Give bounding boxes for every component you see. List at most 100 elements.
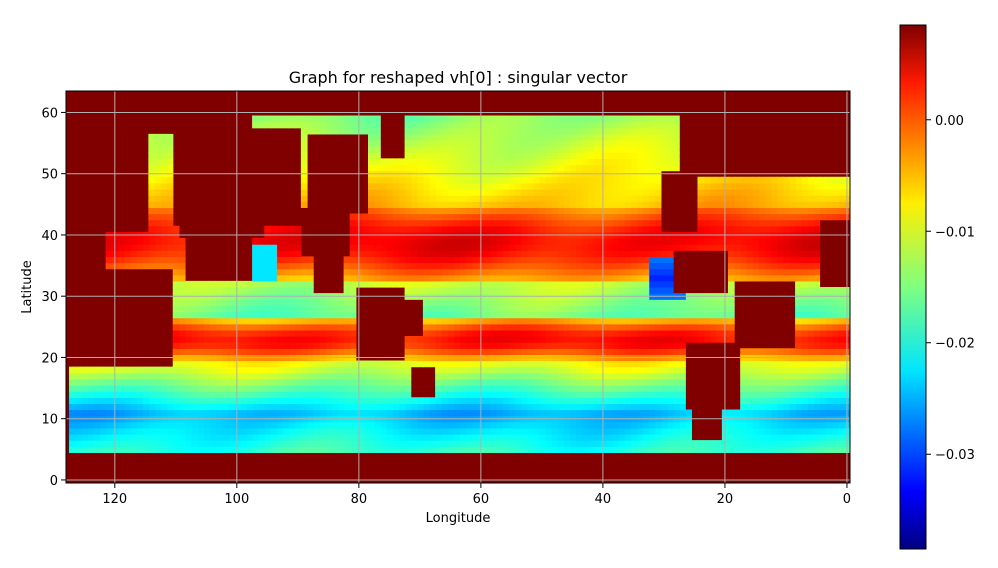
heatmap-cell	[764, 201, 772, 208]
heatmap-cell	[636, 176, 644, 184]
heatmap-cell	[178, 305, 186, 313]
heatmap-cell	[526, 152, 534, 159]
heatmap-cell	[368, 446, 375, 453]
heatmap-cell	[215, 311, 223, 319]
heatmap-cell	[801, 305, 808, 313]
heatmap-cell	[685, 427, 692, 435]
heatmap-cell	[123, 409, 131, 417]
heatmap-cell	[490, 262, 497, 270]
heatmap-cell	[819, 323, 827, 331]
heatmap-cell	[666, 274, 674, 282]
heatmap-cell	[306, 305, 314, 313]
heatmap-cell	[795, 201, 802, 208]
heatmap-cell	[447, 207, 455, 215]
heatmap-cell	[264, 225, 271, 233]
heatmap-cell	[490, 152, 497, 159]
heatmap-cell	[782, 182, 790, 190]
heatmap-cell	[795, 360, 802, 368]
heatmap-cell	[758, 403, 766, 411]
heatmap-cell	[483, 323, 491, 331]
heatmap-cell	[642, 121, 650, 129]
heatmap-cell	[337, 305, 345, 313]
heatmap-cell	[795, 440, 802, 447]
heatmap-cell	[99, 403, 107, 411]
heatmap-cell	[538, 115, 546, 123]
heatmap-cell	[453, 189, 461, 196]
heatmap-cell	[782, 268, 790, 276]
heatmap-cell	[752, 189, 760, 196]
heatmap-cell	[508, 152, 516, 159]
heatmap-cell	[624, 176, 631, 184]
heatmap-cell	[660, 360, 668, 368]
heatmap-cell	[368, 225, 375, 233]
heatmap-cell	[624, 250, 631, 257]
heatmap-cell	[801, 250, 808, 257]
heatmap-cell	[502, 146, 509, 153]
heatmap-cell	[441, 207, 448, 215]
heatmap-cell	[782, 238, 790, 245]
heatmap-cell	[178, 336, 186, 343]
heatmap-cell	[154, 421, 162, 429]
heatmap-cell	[404, 213, 412, 221]
heatmap-cell	[319, 421, 326, 429]
heatmap-cell	[538, 427, 546, 435]
heatmap-cell	[258, 323, 265, 331]
heatmap-cell	[441, 305, 448, 313]
heatmap-cell	[300, 360, 308, 368]
heatmap-cell	[642, 238, 650, 245]
heatmap-cell	[245, 446, 253, 453]
heatmap-cell	[178, 409, 186, 417]
heatmap-cell	[148, 372, 156, 380]
heatmap-cell	[319, 336, 326, 343]
heatmap-cell	[416, 274, 424, 282]
heatmap-cell	[447, 250, 455, 257]
heatmap-cell	[337, 385, 345, 392]
heatmap-cell	[465, 140, 473, 147]
heatmap-cell	[435, 280, 442, 288]
heatmap-cell	[496, 391, 503, 398]
heatmap-cell	[801, 397, 808, 404]
heatmap-cell	[654, 244, 662, 251]
heatmap-cell	[453, 366, 461, 374]
heatmap-cell	[618, 446, 625, 453]
heatmap-cell	[618, 421, 625, 429]
heatmap-cell	[538, 250, 546, 257]
heatmap-cell	[496, 182, 503, 190]
heatmap-cell	[795, 366, 802, 374]
heatmap-cell	[331, 366, 339, 374]
heatmap-cell	[831, 336, 839, 343]
heatmap-cell	[526, 146, 534, 153]
heatmap-cell	[148, 256, 156, 264]
heatmap-cell	[490, 176, 497, 184]
heatmap-cell	[660, 244, 668, 251]
heatmap-cell	[215, 440, 223, 447]
heatmap-cell	[630, 348, 638, 355]
heatmap-cell	[435, 244, 442, 251]
heatmap-cell	[465, 256, 473, 264]
heatmap-cell	[813, 287, 821, 294]
heatmap-cell	[117, 366, 125, 374]
heatmap-cell	[526, 225, 534, 233]
heatmap-cell	[398, 397, 406, 404]
heatmap-cell	[648, 305, 656, 313]
heatmap-cell	[191, 329, 198, 337]
heatmap-cell	[435, 305, 442, 313]
heatmap-cell	[459, 213, 467, 221]
heatmap-cell	[276, 446, 284, 453]
heatmap-cell	[654, 213, 662, 221]
heatmap-cell	[471, 287, 479, 294]
heatmap-cell	[679, 366, 686, 374]
heatmap-cell	[349, 268, 357, 276]
heatmap-cell	[197, 440, 204, 447]
heatmap-cell	[837, 299, 845, 306]
heatmap-cell	[727, 225, 735, 233]
heatmap-cell	[81, 403, 88, 411]
heatmap-cell	[148, 201, 156, 208]
heatmap-cell	[813, 434, 821, 441]
heatmap-cell	[605, 133, 613, 141]
heatmap-cell	[557, 360, 564, 368]
heatmap-cell	[184, 299, 192, 306]
heatmap-cell	[557, 391, 564, 398]
heatmap-cell	[294, 299, 302, 306]
heatmap-cell	[514, 403, 522, 411]
